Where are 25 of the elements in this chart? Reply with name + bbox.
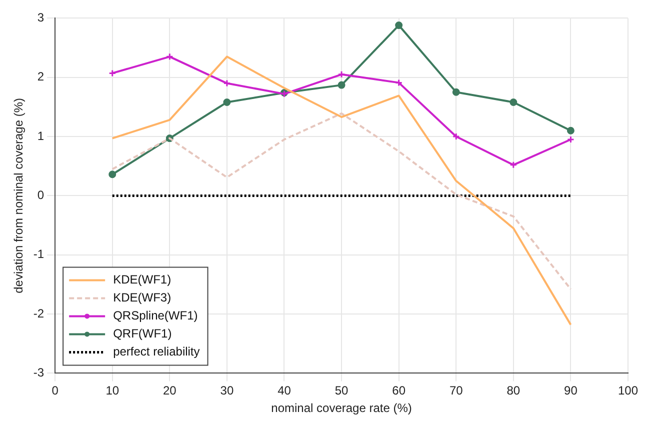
legend-label: perfect reliability xyxy=(113,344,200,359)
y-tick-label: 3 xyxy=(37,10,44,25)
y-tick-label: -3 xyxy=(33,366,44,380)
y-tick-label: -1 xyxy=(33,247,44,262)
legend-label: QRSpline(WF1) xyxy=(113,308,198,323)
x-tick-label: 10 xyxy=(106,384,120,398)
legend-label: KDE(WF3) xyxy=(113,290,172,305)
x-tick-label: 80 xyxy=(506,384,520,398)
x-axis-title: nominal coverage rate (%) xyxy=(271,401,412,416)
y-tick-label: 1 xyxy=(37,128,44,143)
y-axis-title: deviation from nominal coverage (%) xyxy=(12,98,26,294)
y-tick-label: 2 xyxy=(37,70,44,84)
x-tick-label: 50 xyxy=(334,384,349,398)
x-tick-label: 100 xyxy=(618,384,638,398)
legend-label: KDE(WF1) xyxy=(113,272,172,287)
x-tick-label: 60 xyxy=(392,384,406,398)
x-tick-label: 70 xyxy=(449,384,464,398)
legend-label: QRF(WF1) xyxy=(113,326,172,341)
y-tick-label: 0 xyxy=(37,188,44,202)
x-tick-label: 20 xyxy=(162,384,177,398)
x-tick-label: 30 xyxy=(220,384,234,398)
x-tick-label: 90 xyxy=(564,384,578,398)
x-tick-label: 40 xyxy=(278,384,292,398)
y-tick-label: -2 xyxy=(33,306,44,320)
x-tick-label: 0 xyxy=(52,384,59,398)
